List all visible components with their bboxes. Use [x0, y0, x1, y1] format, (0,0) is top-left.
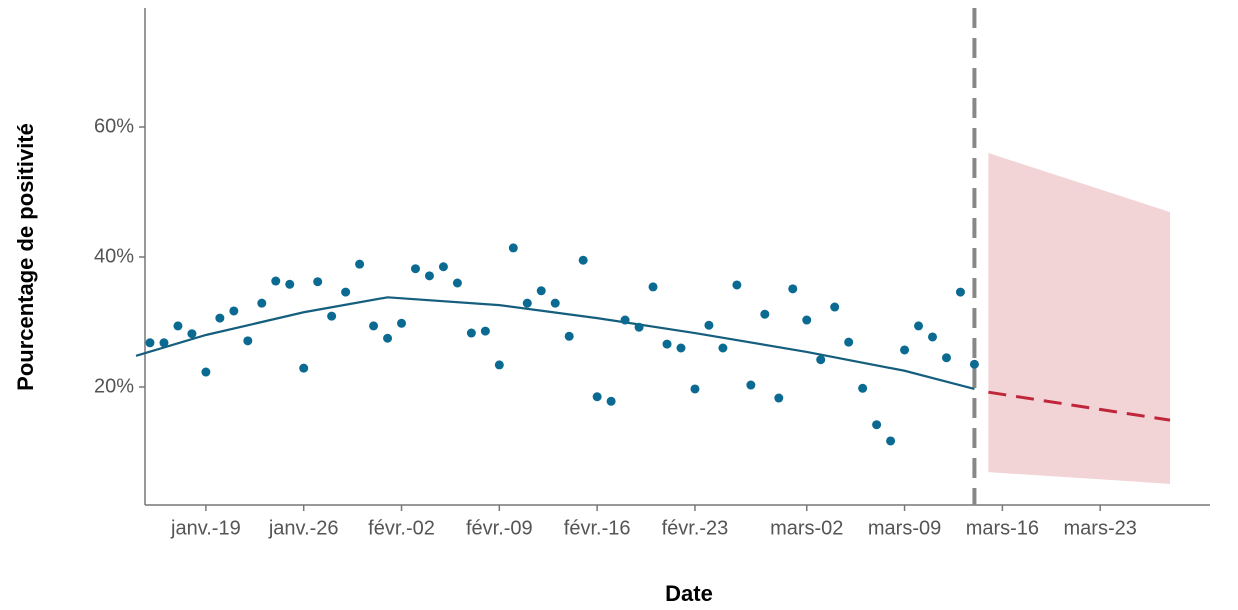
- data-point: [662, 339, 672, 349]
- data-point: [145, 338, 155, 348]
- data-point: [886, 436, 896, 446]
- data-point: [271, 276, 281, 286]
- data-point: [620, 315, 630, 325]
- data-point: [760, 309, 770, 319]
- forecast-line: [988, 390, 1171, 422]
- data-point: [410, 264, 420, 274]
- data-point: [732, 280, 742, 290]
- data-point: [955, 287, 965, 297]
- data-point: [690, 384, 700, 394]
- forecast-band: [988, 153, 1171, 484]
- data-point: [187, 329, 197, 339]
- y-axis-title: Pourcentage de positivité: [13, 123, 38, 391]
- x-axis-title: Date: [665, 581, 713, 606]
- x-tick-label: févr.-16: [564, 517, 631, 539]
- data-point: [508, 243, 518, 253]
- data-point: [634, 322, 644, 332]
- data-point: [480, 326, 490, 336]
- data-point: [844, 337, 854, 347]
- data-point: [746, 380, 756, 390]
- data-point: [355, 259, 365, 269]
- data-point: [900, 345, 910, 355]
- data-point: [914, 321, 924, 331]
- data-point: [872, 420, 882, 430]
- data-point: [159, 338, 169, 348]
- data-point: [173, 321, 183, 331]
- data-point: [718, 343, 728, 353]
- data-point: [564, 331, 574, 341]
- data-point: [858, 383, 868, 393]
- data-point: [369, 321, 379, 331]
- data-point: [313, 277, 323, 287]
- data-point: [522, 298, 532, 308]
- data-point: [802, 315, 812, 325]
- x-tick-label: févr.-02: [368, 517, 435, 539]
- x-tick-label: janv.-19: [170, 517, 241, 539]
- data-point: [243, 336, 253, 346]
- data-point: [788, 284, 798, 294]
- data-point: [327, 311, 337, 321]
- data-point: [676, 343, 686, 353]
- data-point: [606, 396, 616, 406]
- data-point: [830, 302, 840, 312]
- data-point: [774, 393, 784, 403]
- data-point: [592, 392, 602, 402]
- y-tick-label: 20%: [94, 375, 134, 397]
- data-point: [941, 353, 951, 363]
- data-point: [536, 286, 546, 296]
- x-tick-label: févr.-09: [466, 517, 533, 539]
- data-point: [257, 298, 267, 308]
- data-point: [285, 279, 295, 289]
- data-point: [341, 287, 351, 297]
- y-tick-label: 40%: [94, 245, 134, 267]
- data-point: [397, 318, 407, 328]
- data-point: [648, 282, 658, 292]
- data-point: [452, 278, 462, 288]
- x-tick-label: mars-16: [966, 517, 1039, 539]
- data-point: [816, 355, 826, 365]
- data-point: [201, 367, 211, 377]
- data-point: [550, 298, 560, 308]
- data-point: [383, 333, 393, 343]
- x-tick-label: mars-23: [1064, 517, 1137, 539]
- data-point: [438, 262, 448, 272]
- trend-line: [135, 296, 975, 391]
- y-tick-label: 60%: [94, 115, 134, 137]
- x-tick-label: mars-02: [770, 517, 843, 539]
- data-point: [466, 328, 476, 338]
- x-tick-label: mars-09: [868, 517, 941, 539]
- data-point: [578, 255, 588, 265]
- data-point: [299, 363, 309, 373]
- data-point: [229, 306, 239, 316]
- x-tick-label: févr.-23: [662, 517, 729, 539]
- data-point: [494, 360, 504, 370]
- data-point: [215, 313, 225, 323]
- data-point: [928, 332, 938, 342]
- x-tick-label: janv.-26: [268, 517, 339, 539]
- data-point: [704, 320, 714, 330]
- data-point: [424, 271, 434, 281]
- data-point: [969, 359, 979, 369]
